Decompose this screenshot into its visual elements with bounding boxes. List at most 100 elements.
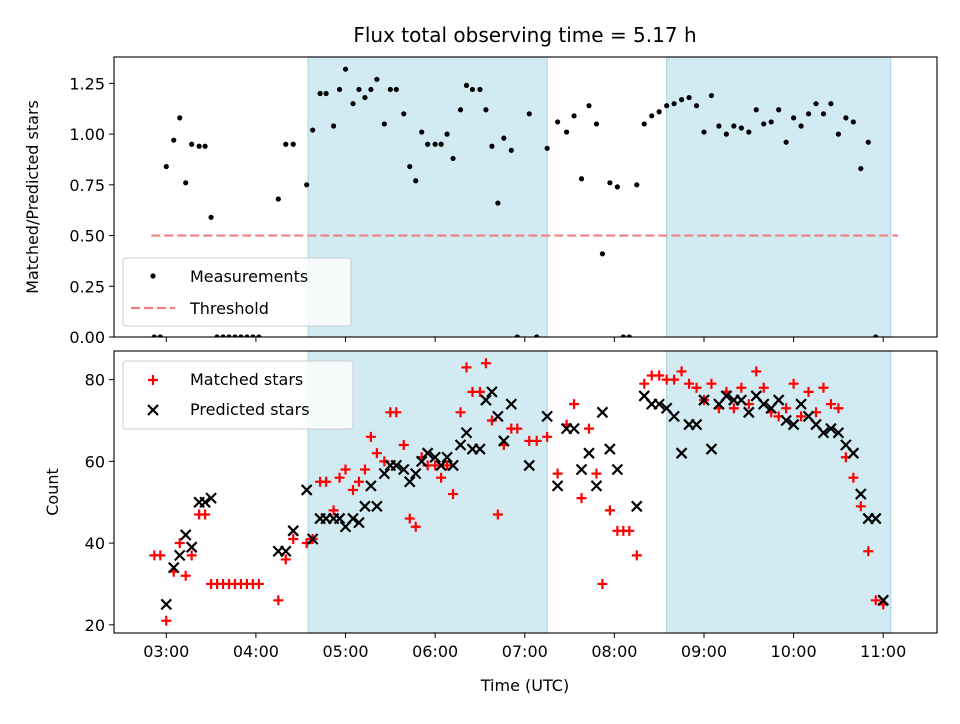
measurement-point [599,251,606,257]
measurement-point [835,131,842,137]
matched-star-point [186,550,197,561]
x-tick-label: 11:00 [860,642,906,661]
top-shaded-interval-1 [666,56,892,338]
x-tick-label: 03:00 [143,642,189,661]
predicted-star-point [698,394,710,406]
predicted-star-point [359,500,371,513]
measurement-point [214,334,220,337]
bottom-legend [122,360,354,430]
matched-star-point [736,382,747,393]
measurement-point [768,119,774,125]
matched-star-point [353,476,364,487]
x-tick-label: 06:00 [412,642,458,661]
matched-star-point [803,386,814,397]
matched-star-point [347,484,358,495]
measurement-point [323,90,329,97]
predicted-star-point [630,500,643,513]
measurement-point [544,145,550,151]
predicted-star-point [787,418,800,431]
measurement-point [828,101,834,107]
matched-star-point [436,472,447,483]
measurement-point [483,107,489,113]
measurement-point [157,334,163,337]
matched-star-point [863,546,874,557]
matched-star-point [825,399,836,410]
matched-star-point [531,435,542,446]
matched-star-point [253,578,264,589]
predicted-star-point [596,406,609,419]
measurement-point [723,131,729,137]
measurement-point [563,129,570,135]
matched-star-point [461,362,472,373]
matched-star-point [796,411,807,422]
predicted-star-point [185,541,198,553]
measurement-point [202,143,208,149]
top-y-tick-label: 1.00 [69,125,105,144]
predicted-star-point [306,533,319,545]
measurement-point [477,86,483,93]
measurement-point [873,334,879,337]
measurement-point [196,143,202,149]
predicted-star-point [403,476,416,488]
measurement-point [330,123,337,129]
measurement-point [368,86,374,93]
matched-star-point [288,534,299,544]
measurement-point [489,143,495,149]
predicted-star-point [795,398,807,410]
predicted-star-point [287,525,300,537]
measurement-point [614,184,620,190]
measurement-point [226,334,232,337]
measurement-point [189,141,195,147]
predicted-star-point [847,447,860,459]
measurement-point [850,119,856,125]
predicted-star-point [668,410,680,423]
matched-star-point [818,382,829,393]
measurement-point [342,66,349,72]
predicted-star-point [160,598,173,611]
bottom-shaded-interval-1 [666,350,892,634]
x-tick-label: 07:00 [502,642,548,661]
predicted-star-point [441,451,453,464]
measurement-point [163,163,169,170]
matched-star-point [340,464,351,475]
measurement-point [393,86,399,93]
predicted-star-point [611,463,624,476]
measurement-point [374,76,380,82]
predicted-star-point [429,451,441,464]
measurement-point [290,141,296,147]
bottom-y-axis-label: Count [43,468,62,516]
measurement-point [571,113,577,119]
legend-predicted-marker [147,404,159,416]
measurement-point [805,111,812,117]
matched-star-point [455,407,466,418]
matched-star-point [404,513,415,524]
measurement-point [463,82,470,89]
x-axis-label: Time (UTC) [480,676,569,695]
predicted-star-point [300,484,313,496]
matched-star-point [676,366,687,377]
matched-star-point [474,386,485,397]
predicted-star-point [409,467,422,480]
predicted-star-point [825,422,837,435]
matched-star-point [398,440,409,450]
top-legend [122,257,352,327]
measurement-point [495,200,501,206]
measurement-point [336,86,343,93]
measurement-point [555,119,561,125]
measurement-point [177,115,183,121]
measurement-point [791,115,797,121]
predicted-star-point [480,394,492,406]
predicted-star-point [333,512,346,525]
predicted-star-point [590,480,603,492]
measurement-point [686,94,692,101]
measurement-point [526,111,532,117]
predicted-star-point [347,512,359,525]
measurement-point [387,86,393,93]
predicted-star-point [205,492,217,504]
top-plot-area [151,66,899,337]
measurement-point [317,90,323,97]
matched-star-point [321,476,332,487]
matched-star-point [180,570,191,581]
legend-predicted-label: Predicted stars [190,400,310,419]
